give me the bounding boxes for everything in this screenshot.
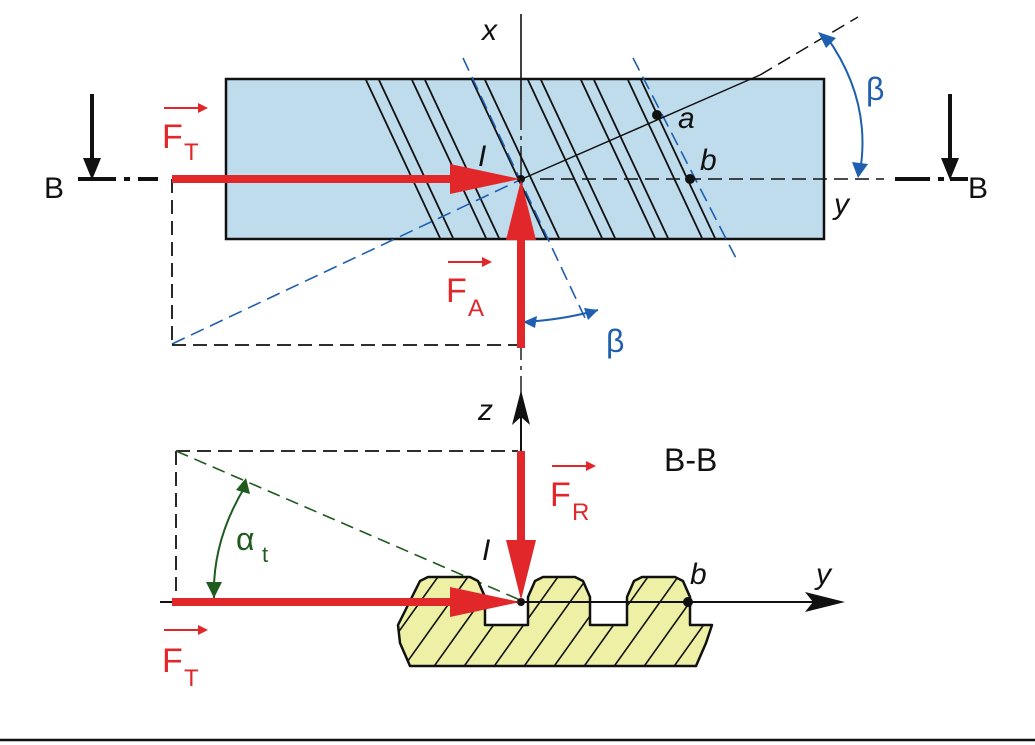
bottom-construction-rectangle [175, 450, 518, 600]
axis-x-label: x [480, 14, 498, 47]
helix-dashed-lines [171, 57, 739, 345]
svg-text:α: α [236, 521, 255, 557]
rack-profile [396, 575, 714, 668]
beta-bottom-label: β [606, 323, 624, 359]
point-i-bottom-label: I [482, 534, 490, 567]
beta-arc-bottom-arrowhead-1 [523, 316, 537, 328]
section-label-right: B [968, 172, 988, 205]
helical-teeth-lines [365, 79, 716, 239]
force-fr-label: F R [550, 461, 596, 526]
force-fa-arrow [506, 180, 536, 348]
resultant-dashed-line [175, 450, 521, 601]
svg-text:t: t [262, 542, 268, 567]
alpha-t-arrowhead-2 [206, 582, 222, 598]
beta-arc-bottom-arrowhead-2 [584, 308, 598, 320]
z-axis-arrowhead [512, 390, 530, 425]
point-b-bottom-label: b [690, 558, 707, 591]
svg-text:F: F [550, 476, 571, 514]
point-a-marker [652, 110, 662, 120]
alpha-t-label: α t [236, 521, 268, 567]
beta-top-label: β [866, 71, 884, 107]
svg-text:F: F [162, 642, 183, 680]
svg-text:A: A [468, 295, 484, 322]
normal-line-to-a [521, 74, 761, 180]
normal-line-extension [759, 16, 859, 76]
svg-text:T: T [184, 139, 199, 166]
beta-arc-top [825, 35, 864, 173]
y-axis-bottom-arrowhead [805, 592, 845, 612]
axis-z-label: z [477, 394, 493, 427]
alpha-t-arrowhead-1 [236, 478, 250, 494]
beta-arc-top-arrowhead-1 [818, 32, 836, 48]
force-ft-top-label: F T [162, 103, 208, 166]
point-b-top-label: b [700, 144, 717, 177]
axis-y-top-label: y [832, 188, 851, 221]
force-fa-label: F A [446, 257, 492, 322]
svg-text:T: T [184, 665, 199, 692]
point-i-marker-top [517, 175, 525, 183]
point-i-marker-bottom [517, 598, 525, 606]
svg-text:R: R [572, 499, 589, 526]
svg-text:F: F [162, 118, 183, 156]
section-arrows [83, 94, 959, 180]
force-ft-bottom-arrow [172, 587, 520, 617]
section-label-left: B [44, 172, 64, 205]
point-a-label: a [678, 102, 695, 135]
svg-text:F: F [446, 272, 467, 310]
top-construction-rectangle [171, 179, 518, 346]
axis-y-bottom-label: y [814, 558, 833, 591]
section-view-title: B-B [664, 442, 717, 478]
force-ft-top-arrow [172, 164, 520, 194]
point-i-top-label: I [478, 140, 486, 173]
force-ft-bottom-label: F T [162, 625, 208, 692]
beta-arc-top-arrowhead-2 [852, 162, 868, 178]
point-b-marker-bottom [683, 597, 693, 607]
force-fr-arrow [506, 451, 536, 600]
point-b-marker-top [685, 174, 695, 184]
